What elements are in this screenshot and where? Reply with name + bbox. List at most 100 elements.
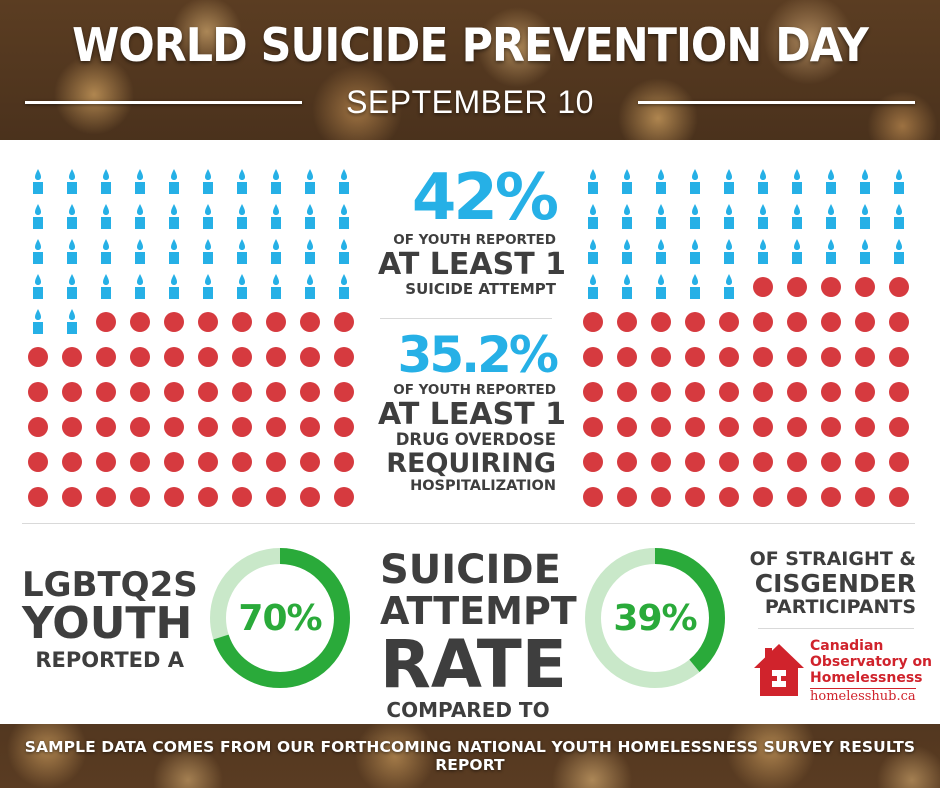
- candle-icon: [339, 169, 349, 194]
- candle-icon: [67, 239, 77, 264]
- red-dot: [130, 416, 150, 437]
- logo-url: homelesshub.ca: [810, 689, 916, 704]
- waffle-cell: [644, 479, 678, 514]
- waffle-cell: [576, 409, 610, 444]
- red-dot: [96, 311, 116, 332]
- waffle-cell: [780, 479, 814, 514]
- waffle-cell: [712, 269, 746, 304]
- waffle-cell: [21, 374, 55, 409]
- compared-to-label: COMPARED TO: [386, 698, 550, 722]
- waffle-cell: [89, 269, 123, 304]
- candle-icon: [724, 169, 734, 194]
- waffle-cell: [678, 409, 712, 444]
- candle-icon: [860, 239, 870, 264]
- waffle-cell: [610, 444, 644, 479]
- waffle-cell: [55, 234, 89, 269]
- candle-icon: [237, 169, 247, 194]
- candle-icon: [67, 274, 77, 299]
- waffle-cell: [21, 339, 55, 374]
- red-dot: [96, 381, 116, 402]
- waffle-cell: [678, 339, 712, 374]
- waffle-cell: [123, 304, 157, 339]
- waffle-cell: [814, 374, 848, 409]
- red-dot: [266, 311, 286, 332]
- candle-icon: [305, 169, 315, 194]
- red-dot: [719, 381, 739, 402]
- waffle-cell: [157, 304, 191, 339]
- donut-value-arc: [585, 548, 725, 688]
- waffle-cell: [327, 234, 361, 269]
- candle-icon: [305, 204, 315, 229]
- candle-icon: [271, 274, 281, 299]
- red-dot: [889, 346, 909, 367]
- waffle-cell: [259, 444, 293, 479]
- candle-icon: [271, 169, 281, 194]
- waffle-cell: [882, 479, 916, 514]
- red-dot: [130, 451, 150, 472]
- waffle-cell: [225, 479, 259, 514]
- red-dot: [889, 416, 909, 437]
- candle-icon: [690, 239, 700, 264]
- red-dot: [855, 346, 875, 367]
- waffle-cell: [746, 199, 780, 234]
- stat-overdose-line4: REQUIRING: [386, 448, 556, 479]
- waffle-cell: [55, 164, 89, 199]
- candle-icon: [894, 204, 904, 229]
- donut-ring: [585, 548, 725, 688]
- red-dot: [28, 451, 48, 472]
- waffle-cell: [882, 339, 916, 374]
- waffle-cell: [89, 339, 123, 374]
- waffle-cell: [644, 339, 678, 374]
- candle-icon: [656, 239, 666, 264]
- waffle-cell: [327, 339, 361, 374]
- waffle-cell: [157, 374, 191, 409]
- lgbtq-label: LGBTQ2S: [22, 565, 198, 605]
- donut-ring: [210, 548, 350, 688]
- red-dot: [787, 451, 807, 472]
- waffle-cell: [225, 164, 259, 199]
- waffle-cell: [576, 199, 610, 234]
- red-dot: [889, 451, 909, 472]
- red-dot: [889, 276, 909, 297]
- candle-icon: [724, 239, 734, 264]
- candle-icon: [792, 169, 802, 194]
- candle-icon: [826, 204, 836, 229]
- waffle-cell: [780, 234, 814, 269]
- coh-logo: Canadian Observatory on Homelessness hom…: [752, 636, 932, 706]
- suicide-label: SUICIDE: [380, 547, 561, 593]
- waffle-cell: [123, 409, 157, 444]
- red-dot: [617, 346, 637, 367]
- waffle-cell: [882, 444, 916, 479]
- red-dot: [753, 311, 773, 332]
- candle-icon: [271, 239, 281, 264]
- waffle-cell: [259, 374, 293, 409]
- waffle-cell: [21, 479, 55, 514]
- candle-icon: [237, 204, 247, 229]
- candle-icon: [33, 274, 43, 299]
- red-dot: [719, 311, 739, 332]
- candle-icon: [305, 274, 315, 299]
- waffle-cell: [327, 164, 361, 199]
- red-dot: [28, 416, 48, 437]
- red-dot: [855, 416, 875, 437]
- waffle-cell: [712, 374, 746, 409]
- waffle-cell: [610, 479, 644, 514]
- waffle-cell: [644, 164, 678, 199]
- waffle-cell: [780, 164, 814, 199]
- red-dot: [28, 381, 48, 402]
- red-dot: [96, 346, 116, 367]
- waffle-cell: [610, 304, 644, 339]
- red-dot: [232, 311, 252, 332]
- candle-icon: [33, 204, 43, 229]
- waffle-cell: [123, 234, 157, 269]
- candle-icon: [33, 239, 43, 264]
- waffle-cell: [882, 304, 916, 339]
- red-dot: [821, 486, 841, 507]
- red-dot: [753, 381, 773, 402]
- waffle-cell: [157, 234, 191, 269]
- red-dot: [651, 346, 671, 367]
- waffle-cell: [712, 339, 746, 374]
- waffle-cell: [780, 199, 814, 234]
- waffle-cell: [191, 164, 225, 199]
- red-dot: [198, 311, 218, 332]
